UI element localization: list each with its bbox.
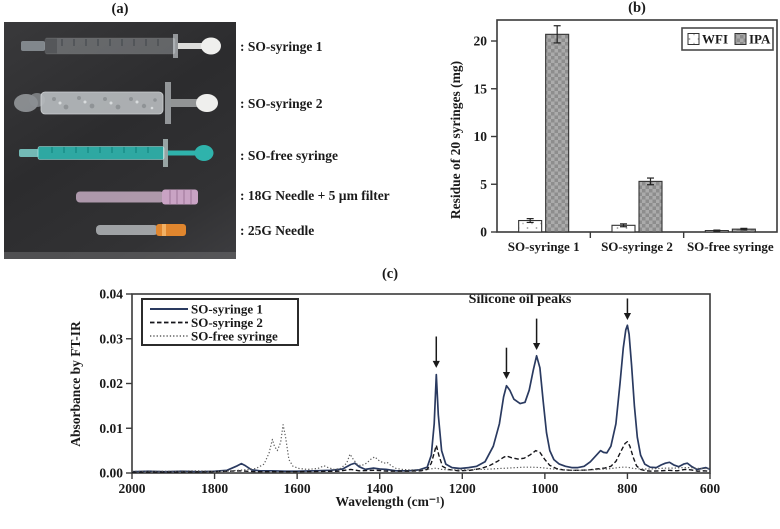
x-tick-label: 800	[617, 481, 638, 496]
residue-bar-chart: 0 5 10 15 20 SO-syringe 1 SO-syringe 2 SO-free …	[474, 19, 778, 254]
legend-label-ipa: IPA	[749, 32, 771, 47]
legend-swatch-ipa	[734, 33, 747, 45]
y-tick-label: 0.01	[99, 421, 123, 436]
peak-arrow-head-3	[623, 312, 632, 320]
so-syringe-2-photo	[14, 82, 218, 124]
y-tick-label: 20	[474, 34, 488, 49]
label-so-syringe-1: : SO-syringe 1	[240, 39, 323, 54]
peak-arrow-head-2	[533, 342, 541, 350]
x-tick-label: 1400	[366, 481, 393, 496]
legend-label-so-syringe-2: SO-syringe 2	[191, 315, 263, 330]
silicone-oil-peaks-annotation: Silicone oil peaks	[468, 292, 572, 307]
peak-arrow-head-1	[502, 372, 511, 380]
so-free-syringe-photo	[19, 139, 214, 167]
panel-c-title: (c)	[381, 266, 399, 282]
category-label: SO-syringe 2	[601, 239, 673, 254]
y-tick-label: 15	[474, 81, 488, 96]
legend-swatch-wfi	[687, 33, 700, 45]
x-tick-label: 1200	[449, 481, 476, 496]
x-tick-label: 2000	[119, 481, 146, 496]
legend-label-so-syringe-1: SO-syringe 1	[191, 302, 263, 317]
panel-b-legend-box	[681, 27, 774, 51]
needle-18g-photo	[76, 189, 198, 205]
so-syringe-1-photo	[21, 34, 221, 58]
y-tick-label: 0.02	[99, 376, 123, 391]
x-tick-label: 1000	[531, 481, 558, 496]
category-label: SO-syringe 1	[508, 239, 580, 254]
bar-ipa-1	[638, 180, 663, 233]
label-25g-needle: : 25G Needle	[240, 223, 315, 238]
y-tick-label: 0.03	[99, 331, 123, 346]
syringe-photo-illustration	[4, 34, 236, 259]
panel-b-plot-border	[496, 19, 778, 233]
y-tick-label: 0.04	[99, 287, 123, 302]
label-so-free-syringe: : SO-free syringe	[240, 148, 338, 163]
x-tick-label: 1800	[201, 481, 228, 496]
x-tick-label: 1600	[284, 481, 311, 496]
y-tick-label: 5	[480, 177, 487, 192]
x-tick-label: 600	[700, 481, 721, 496]
bar-ipa-0	[545, 33, 570, 233]
legend-label-wfi: WFI	[702, 32, 728, 47]
spectrum-so-syringe-1	[131, 324, 711, 473]
label-so-syringe-2: : SO-syringe 2	[240, 96, 323, 111]
y-tick-label: 0.00	[99, 466, 123, 481]
ftir-line-chart: 2000 1800 1600 1400 1200 1000 800 600 0.00 0.01 0.…	[99, 287, 721, 497]
peak-arrow-head-0	[432, 360, 440, 368]
photo-table-edge	[4, 252, 236, 259]
panel-a-title: (a)	[111, 1, 129, 17]
y-tick-label: 0	[480, 225, 487, 240]
panel-b-title: (b)	[628, 0, 646, 16]
spectrum-so-syringe-2	[132, 440, 711, 473]
panel-a-photo	[4, 22, 236, 259]
needle-25g-photo	[96, 224, 186, 236]
legend-label-so-free-syringe: SO-free syringe	[191, 329, 278, 344]
label-18g-needle: : 18G Needle + 5 µm filter	[240, 188, 390, 203]
category-label: SO-free syringe	[687, 239, 774, 254]
y-tick-label: 10	[474, 129, 488, 144]
panel-c-x-axis-label: Wavelength (cm⁻¹)	[335, 494, 445, 509]
